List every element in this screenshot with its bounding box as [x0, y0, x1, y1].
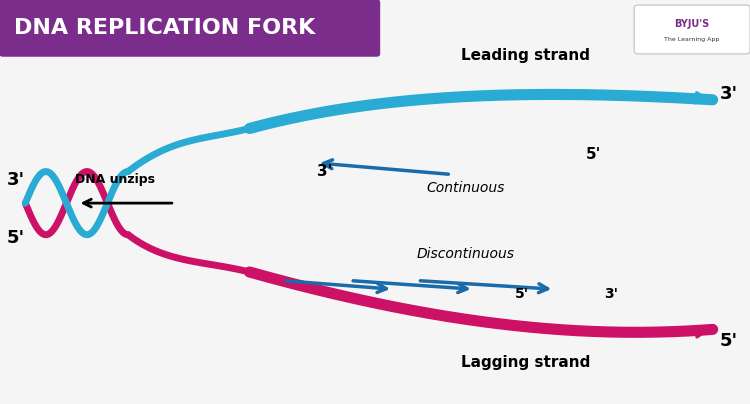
Text: 5': 5'	[514, 287, 529, 301]
Text: The Learning App: The Learning App	[664, 37, 719, 42]
Text: Continuous: Continuous	[427, 181, 506, 195]
Text: 3': 3'	[720, 85, 738, 103]
Text: BYJU'S: BYJU'S	[674, 19, 710, 29]
Text: Leading strand: Leading strand	[461, 48, 590, 63]
Text: 3': 3'	[316, 164, 332, 179]
Text: 5': 5'	[720, 332, 738, 350]
Text: 5': 5'	[7, 229, 25, 246]
Text: 3': 3'	[604, 287, 618, 301]
Text: Discontinuous: Discontinuous	[417, 246, 515, 261]
Text: DNA REPLICATION FORK: DNA REPLICATION FORK	[14, 18, 315, 38]
FancyBboxPatch shape	[0, 0, 380, 57]
Text: 3': 3'	[7, 171, 25, 189]
Text: Lagging strand: Lagging strand	[461, 355, 590, 370]
FancyBboxPatch shape	[634, 5, 750, 54]
Text: 5': 5'	[586, 147, 601, 162]
Text: DNA unzips: DNA unzips	[75, 173, 155, 186]
